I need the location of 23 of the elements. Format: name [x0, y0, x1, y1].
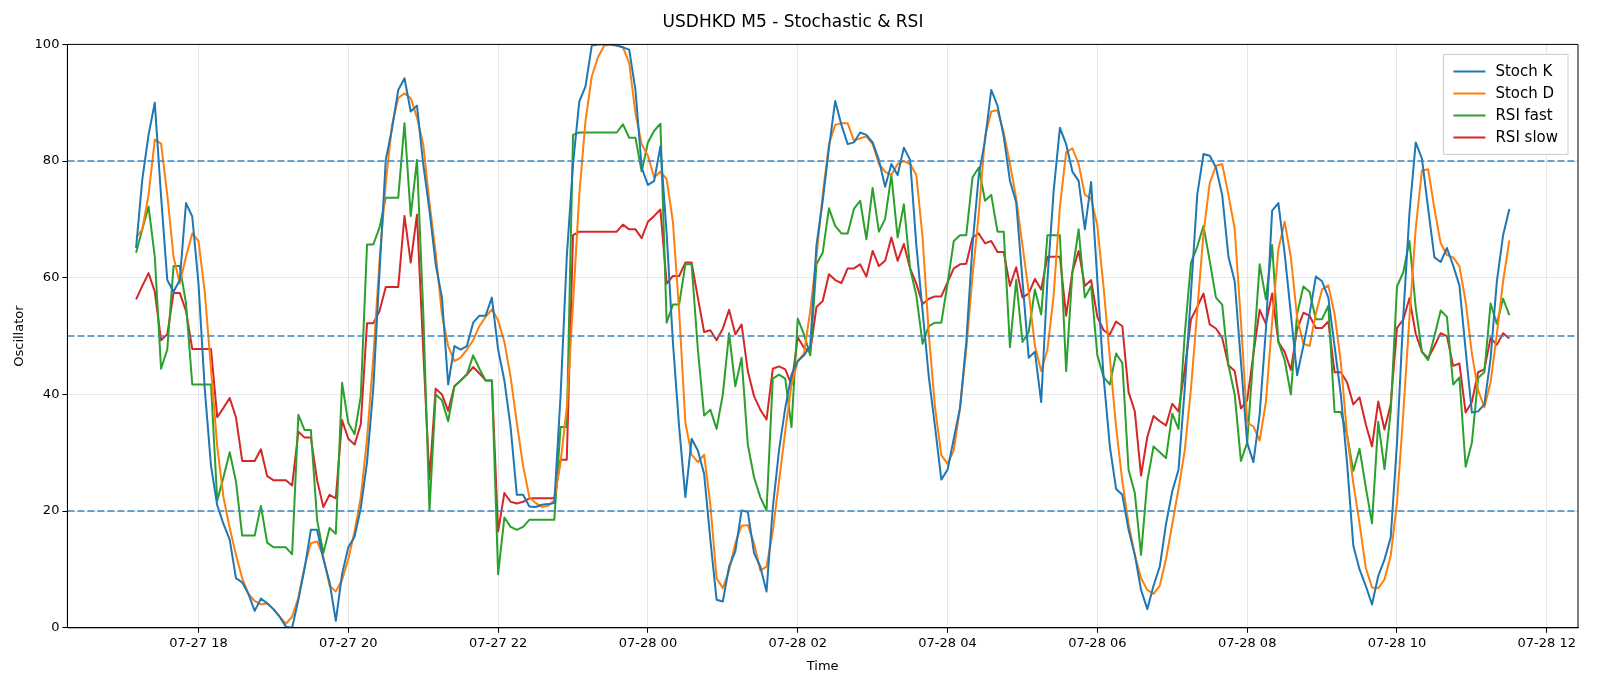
x-tick-label: 07-28 02	[768, 634, 827, 650]
legend-label: Stoch D	[1495, 84, 1555, 103]
legend-label: RSI fast	[1495, 106, 1553, 125]
legend-label: RSI slow	[1495, 128, 1559, 147]
y-tick-label: 80	[42, 152, 60, 168]
x-tick-label: 07-28 00	[618, 634, 678, 650]
x-tick-label: 07-28 10	[1367, 634, 1427, 650]
x-tick-label: 07-28 08	[1217, 634, 1277, 650]
x-tick-label: 07-28 12	[1517, 634, 1577, 650]
x-tick-label: 07-27 20	[319, 634, 378, 650]
x-axis-title: Time	[805, 657, 839, 673]
y-tick-label: 100	[34, 35, 60, 51]
y-tick-label: 40	[42, 385, 60, 401]
y-axis-title: Oscillator	[11, 304, 27, 367]
x-tick-label: 07-27 22	[468, 634, 528, 650]
y-tick-label: 0	[51, 619, 60, 635]
y-tick-label: 60	[42, 269, 60, 285]
x-tick-label: 07-28 06	[1068, 634, 1127, 650]
x-tick-label: 07-27 18	[169, 634, 228, 650]
chart-title: USDHKD M5 - Stochastic & RSI	[662, 10, 924, 31]
legend-label: Stoch K	[1495, 62, 1554, 81]
x-tick-label: 07-28 04	[918, 634, 977, 650]
y-tick-label: 20	[42, 502, 60, 518]
